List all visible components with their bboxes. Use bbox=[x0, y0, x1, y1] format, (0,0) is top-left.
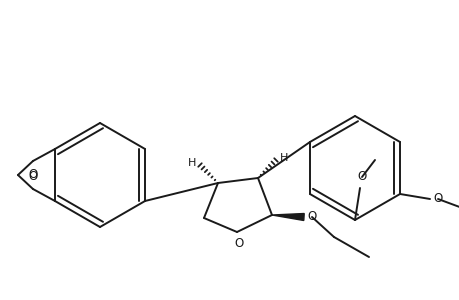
Text: O: O bbox=[307, 211, 316, 224]
Text: H: H bbox=[279, 153, 287, 163]
Polygon shape bbox=[271, 214, 303, 220]
Text: H: H bbox=[187, 158, 196, 168]
Text: O: O bbox=[357, 170, 366, 184]
Text: O: O bbox=[234, 238, 243, 250]
Text: O: O bbox=[432, 193, 442, 206]
Text: O: O bbox=[28, 167, 38, 181]
Text: O: O bbox=[28, 169, 38, 182]
